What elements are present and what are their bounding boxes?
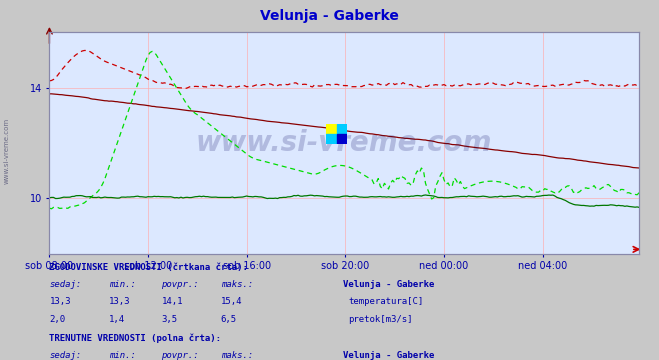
Bar xyxy=(326,124,337,134)
Text: 14,1: 14,1 xyxy=(161,297,183,306)
Text: 3,5: 3,5 xyxy=(161,315,177,324)
Text: 6,5: 6,5 xyxy=(221,315,237,324)
Text: 2,0: 2,0 xyxy=(49,315,65,324)
Text: Velunja - Gaberke: Velunja - Gaberke xyxy=(343,351,434,360)
Text: www.si-vreme.com: www.si-vreme.com xyxy=(196,129,492,157)
Text: min.:: min.: xyxy=(109,280,136,289)
Text: 13,3: 13,3 xyxy=(109,297,130,306)
Text: Velunja - Gaberke: Velunja - Gaberke xyxy=(260,9,399,23)
Text: povpr.:: povpr.: xyxy=(161,280,199,289)
Bar xyxy=(326,134,337,144)
Text: www.si-vreme.com: www.si-vreme.com xyxy=(3,118,10,184)
Text: 15,4: 15,4 xyxy=(221,297,243,306)
Text: Velunja - Gaberke: Velunja - Gaberke xyxy=(343,280,434,289)
Text: maks.:: maks.: xyxy=(221,280,253,289)
Bar xyxy=(337,124,347,134)
Bar xyxy=(337,134,347,144)
Text: temperatura[C]: temperatura[C] xyxy=(348,297,423,306)
Text: maks.:: maks.: xyxy=(221,351,253,360)
Text: TRENUTNE VREDNOSTI (polna črta):: TRENUTNE VREDNOSTI (polna črta): xyxy=(49,333,221,343)
Text: ZGODOVINSKE VREDNOSTI (črtkana črta):: ZGODOVINSKE VREDNOSTI (črtkana črta): xyxy=(49,263,248,272)
Text: sedaj:: sedaj: xyxy=(49,351,82,360)
Text: min.:: min.: xyxy=(109,351,136,360)
Text: pretok[m3/s]: pretok[m3/s] xyxy=(348,315,413,324)
Text: povpr.:: povpr.: xyxy=(161,351,199,360)
Text: sedaj:: sedaj: xyxy=(49,280,82,289)
Text: 13,3: 13,3 xyxy=(49,297,71,306)
Text: 1,4: 1,4 xyxy=(109,315,125,324)
